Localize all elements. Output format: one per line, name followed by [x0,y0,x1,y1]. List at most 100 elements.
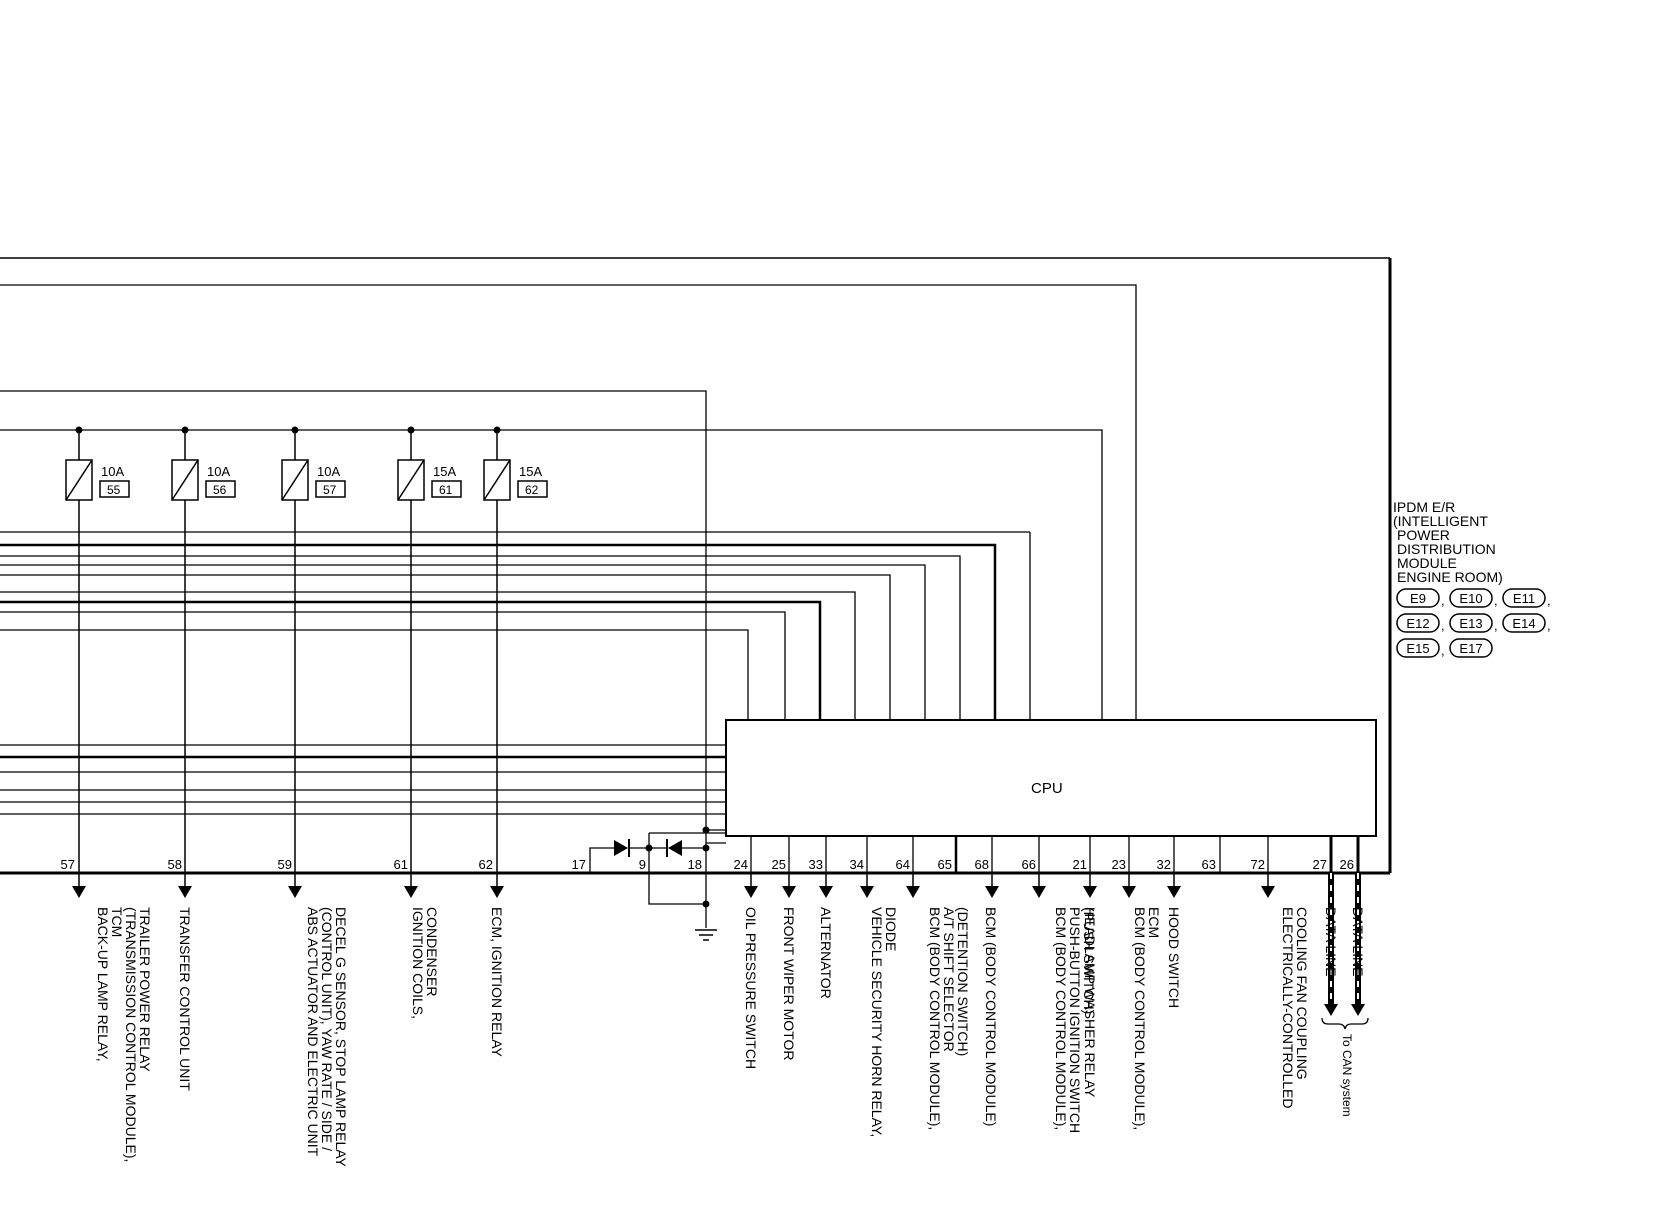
terminal-pin-21: 21 [1073,857,1087,872]
connector-badge-E14-label: E14 [1512,616,1535,631]
label-pin27-line-1: DATA LINE [1323,907,1339,977]
label-pin61-line-2: CONDENSER [424,907,440,996]
internal-wiring [0,284,1137,873]
terminal-pin-61: 61 [394,857,408,872]
fuse-55-element [65,459,93,501]
module-enclosure [0,257,1392,875]
arrow-pin61 [404,886,418,898]
destination-label-pin59: ABS ACTUATOR AND ELECTRIC UNIT (CONTROL … [305,907,349,1168]
cpu-block: CPU [725,719,1377,837]
label-pin62-line-1: ECM, IGNITION RELAY [489,907,505,1058]
wire-harness-10 [0,629,749,720]
fuse-61-number: 61 [439,483,453,497]
connector-badge-E17: E17 [1449,638,1493,658]
label-pin72-line-2: COOLING FAN COUPLING [1294,907,1310,1080]
destination-label-pin34: VEHICLE SECURITY HORN RELAY, DIODE [869,907,899,1141]
can-brace [1321,1017,1369,1030]
label-pin21-line-1: HEADLAMP WASHER RELAY [1082,907,1098,1098]
fuse-62: 15A 62 [483,459,548,501]
arrow-pin33 [819,886,833,898]
destination-label-pin64: BCM (BODY CONTROL MODULE), A/T SHIFT SEL… [927,907,971,1134]
junction-dot-fuse55 [75,426,83,434]
destination-label-pin61: IGNITION COILS, CONDENSER [410,907,440,1023]
fuse-56-number: 56 [213,483,227,497]
connector-badge-E17-shape [1449,638,1493,658]
diode-1-body [614,840,628,856]
label-pin24-line-1: OIL PRESSURE SWITCH [743,907,759,1069]
fuse-55-number: 55 [107,483,121,497]
label-pin64-line-2: A/T SHIFT SELECTOR [941,907,957,1052]
destination-label-pin26: DATA LINE [1350,907,1366,977]
junction-dot-fuse61 [407,426,415,434]
wire-harness-6 [0,574,891,720]
junction-dot-ignition [702,826,710,834]
label-pin64-line-3: (DETENTION SWITCH) [955,907,971,1056]
fuse-branches [78,430,498,873]
terminal-pin-26: 26 [1340,857,1354,872]
fuse-56-element [171,459,199,501]
fuse-61: 15A 61 [397,459,462,501]
label-pin23-line-1: BCM (BODY CONTROL MODULE), [1132,907,1148,1130]
label-pin57-line-2: TCM [109,907,125,937]
label-pin66-line-3: (PUSH SWITCH) [1081,907,1097,1014]
junction-dot-fuse57 [291,426,299,434]
connector-badge-E14-shape [1502,613,1546,633]
destination-label-pin33: ALTERNATOR [818,907,834,999]
arrow-pin57 [72,886,86,898]
diode-circuit [589,832,726,928]
label-pin72-line-1: ELECTRICALLY-CONTROLLED [1280,907,1296,1109]
label-pin59-line-2: (CONTROL UNIT), YAW RATE / SIDE / [319,907,335,1151]
module-title-line-1: IPDM E/R [1393,499,1455,515]
destination-label-pin21: HEADLAMP WASHER RELAY [1082,907,1098,1098]
junction-dot-fuse62 [493,426,501,434]
arrow-pin64 [906,886,920,898]
label-pin59-line-3: DECEL G SENSOR, STOP LAMP RELAY [333,907,349,1168]
connector-badge-E9-label: E9 [1410,591,1426,606]
output-leads [78,873,1269,886]
fuse-61-box [431,480,462,498]
module-title-line-2: (INTELLIGENT [1393,513,1488,529]
terminal-pin-33: 33 [809,857,823,872]
connector-badge-E10: E10 [1449,588,1493,608]
wire-pin17-diode [589,847,614,873]
can-arrow-pin27 [1324,1004,1338,1016]
module-title-line-5: MODULE [1397,555,1457,571]
fuse-57-element [281,459,309,501]
module-title: IPDM E/R (INTELLIGENT POWER DISTRIBUTION… [1393,499,1503,585]
ground-icon [695,929,717,941]
terminal-numbers: 57 58 59 61 62 17 9 18 24 25 33 34 64 65… [61,857,1354,872]
terminal-pin-18: 18 [688,857,702,872]
destination-label-pin66: BCM (BODY CONTROL MODULE), PUSH-BUTTON I… [1053,907,1097,1137]
wire-harness-9 [0,611,786,720]
fuse-62-box [517,480,548,498]
arrow-pin66 [1032,886,1046,898]
cpu-box [725,719,1377,837]
cpu-label: CPU [1031,780,1063,797]
destination-label-pin23: BCM (BODY CONTROL MODULE), ECM [1132,907,1162,1134]
arrow-pin24 [744,886,758,898]
arrow-pin59 [288,886,302,898]
label-pin23-line-2: ECM [1146,907,1162,938]
connector-badge-E10-label: E10 [1459,591,1482,606]
label-pin25-line-1: FRONT WIPER MOTOR [781,907,797,1060]
fuse-57-amp: 10A [317,464,340,479]
wire-harness-4 [0,555,961,720]
destination-label-pin58: TRANSFER CONTROL UNIT [177,907,193,1091]
module-title-line-4: DISTRIBUTION [1397,541,1496,557]
fuse-62-number: 62 [525,483,539,497]
arrow-pin21 [1083,886,1097,898]
wire-pin9-ground [648,833,706,905]
wire-ignition-bus [0,390,707,873]
connector-badge-E12: E12 [1396,613,1440,633]
fuse-57-box [315,480,346,498]
wire-fuse-bus [0,429,1103,720]
fuse-62-element [483,459,511,501]
terminal-pin-24: 24 [734,857,748,872]
destination-label-pin57: BACK-UP LAMP RELAY, TCM (TRANSMISSION CO… [95,907,153,1166]
fuse-56: 10A 56 [171,459,236,501]
label-pin66-line-1: BCM (BODY CONTROL MODULE), [1053,907,1069,1130]
terminal-pin-62: 62 [479,857,493,872]
connector-separator: , [1494,593,1498,608]
label-pin32-line-1: HOOD SWITCH [1166,907,1182,1008]
diode-1 [614,839,630,857]
